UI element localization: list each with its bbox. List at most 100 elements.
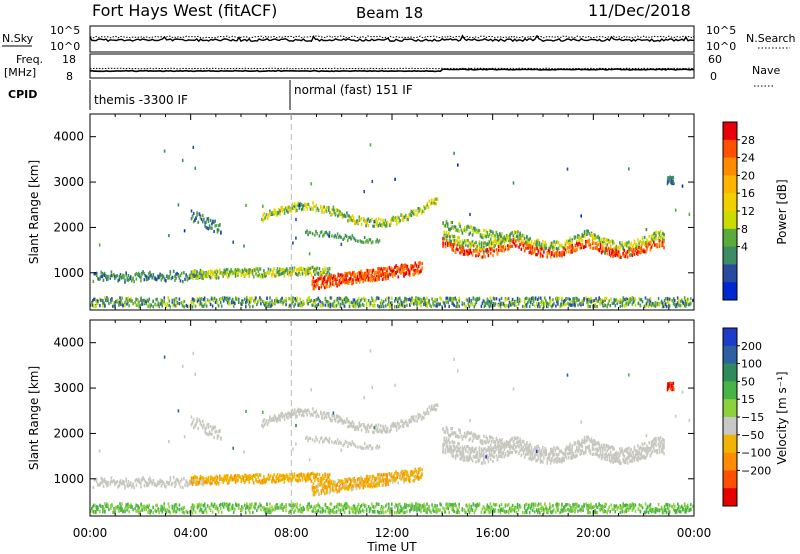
scatter-cell [547, 509, 549, 513]
scatter-cell [499, 508, 502, 513]
scatter-cell [272, 507, 274, 511]
scatter-cell [274, 299, 276, 303]
scatter-cell [544, 240, 546, 244]
scatter-cell [468, 241, 470, 245]
scatter-cell [387, 508, 389, 513]
scatter-cell [505, 238, 508, 242]
scatter-cell [380, 304, 383, 309]
scatter-cell [617, 245, 620, 249]
scatter-cell [132, 277, 134, 281]
scatter-cell [140, 296, 142, 300]
scatter-cell [274, 508, 276, 512]
scatter-cell [160, 506, 163, 510]
scatter-cell [511, 301, 514, 306]
scatter-cell [601, 507, 603, 511]
scatter-cell [657, 502, 660, 507]
scatter-cell [294, 302, 296, 306]
scatter-cell [626, 297, 629, 302]
scatter-cell [262, 274, 264, 278]
scatter-cell [208, 300, 211, 304]
scatter-cell [612, 241, 614, 245]
scatter-cell [549, 502, 551, 506]
scatter-cell [596, 511, 598, 515]
scatter-cell [469, 231, 472, 235]
scatter-cell [400, 263, 403, 267]
scatter-cell [370, 273, 372, 277]
scatter-cell [683, 296, 686, 300]
scatter-cell [329, 282, 332, 286]
scatter-cell [493, 234, 495, 238]
scatter-cell [536, 253, 538, 257]
scatter-cell [460, 246, 463, 250]
scatter-cell [363, 278, 366, 282]
scatter-cell [244, 297, 246, 301]
scatter-cell [236, 475, 238, 479]
scatter-cell [324, 303, 327, 307]
scatter-cell [288, 304, 290, 309]
scatter-cell [214, 506, 217, 510]
scatter-cell [128, 304, 130, 308]
scatter-cell [339, 210, 341, 214]
scatter-cell [624, 242, 627, 247]
scatter-cell [639, 298, 642, 302]
scatter-cell [319, 506, 322, 510]
scatter-cell [509, 240, 511, 245]
scatter-cell [558, 297, 560, 301]
scatter-cell [518, 245, 520, 249]
scatter-cell [506, 244, 509, 248]
scatter-cell [300, 507, 302, 511]
scatter-cell [587, 511, 589, 515]
scatter-cell [277, 273, 280, 277]
scatter-cell [101, 275, 104, 279]
scatter-cell [452, 243, 455, 247]
scatter-cell [124, 280, 126, 284]
scatter-cell [509, 238, 511, 242]
scatter-cell [353, 504, 356, 508]
scatter-cell [131, 485, 133, 489]
scatter-cell [457, 509, 459, 513]
scatter-cell [438, 509, 440, 513]
scatter-cell [636, 251, 638, 255]
scatter-cell [149, 274, 151, 278]
scatter-cell [295, 298, 297, 302]
scatter-cell [265, 213, 268, 217]
scatter-cell [234, 480, 237, 484]
scatter-cell [530, 502, 533, 506]
scatter-cell [236, 477, 238, 481]
scatter-cell [548, 509, 550, 513]
scatter-cell [167, 481, 169, 485]
scatter-cell [669, 180, 672, 184]
scatter-cell [677, 509, 680, 513]
scatter-cell [164, 508, 167, 512]
scatter-cell [282, 477, 284, 481]
scatter-cell [583, 230, 586, 234]
scatter-cell [552, 243, 554, 247]
scatter-cell [171, 275, 174, 279]
scatter-cell [135, 277, 138, 281]
scatter-cell [267, 477, 270, 481]
scatter-cell [356, 272, 359, 276]
scatter-cell [326, 267, 329, 271]
scatter-cell [325, 273, 327, 277]
scatter-cell [355, 280, 358, 284]
scatter-cell [264, 301, 266, 305]
scatter-cell [461, 301, 464, 305]
scatter-cell [296, 296, 298, 300]
scatter-cell [231, 297, 234, 301]
scatter-cell [405, 266, 408, 270]
scatter-cell [242, 475, 245, 480]
scatter-cell [222, 477, 224, 481]
scatter-cell [416, 506, 418, 510]
scatter-cell [183, 305, 186, 309]
scatter-cell [557, 502, 559, 506]
scatter-cell [637, 238, 639, 242]
scatter-cell [379, 301, 382, 305]
scatter-cell [230, 507, 233, 511]
scatter-cell [314, 270, 316, 274]
scatter-cell [161, 482, 164, 486]
scatter-cell [322, 278, 325, 282]
scatter-cell [667, 176, 670, 180]
scatter-cell [486, 242, 489, 246]
scatter-cell [466, 298, 469, 302]
scatter-cell [372, 224, 374, 228]
